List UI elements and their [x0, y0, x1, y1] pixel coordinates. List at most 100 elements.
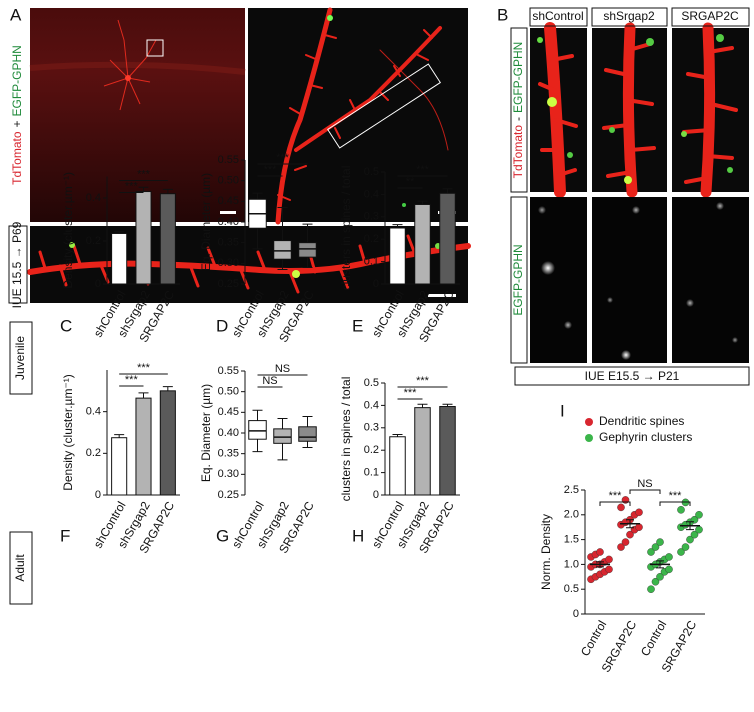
row-stain-label: EGFP-GPHN [511, 244, 525, 315]
error-bar [442, 403, 453, 407]
dot [651, 543, 660, 551]
whisker [302, 257, 313, 268]
y-tick-label: 0.55 [218, 154, 239, 166]
error-bar [162, 188, 173, 194]
y-tick-label: 0.35 [218, 237, 239, 249]
neuron [103, 19, 157, 111]
dot [617, 543, 625, 551]
significance-label: *** [416, 375, 430, 387]
whisker [252, 439, 263, 453]
dot [681, 543, 690, 551]
y-tick-label: 1.0 [564, 558, 579, 570]
bar [111, 232, 128, 285]
label-frames [8, 7, 750, 605]
y-tick-label: 0.5 [364, 377, 379, 389]
stain-red: TdTomato [511, 125, 525, 179]
dot [665, 553, 673, 561]
legend-marker [585, 434, 593, 442]
significance-label: ** [406, 176, 415, 188]
panel-label: H [352, 526, 364, 545]
panel-label: G [216, 526, 229, 545]
y-axis-label: Eq. Diameter (µm) [199, 173, 213, 271]
y-tick-label: 0.35 [218, 448, 239, 460]
whisker [277, 418, 288, 429]
x-tick-label: Control [578, 618, 609, 659]
y-tick-label: 0.30 [218, 257, 239, 269]
y-axis-label: Eq. Diameter (µm) [199, 384, 213, 482]
dot [677, 506, 685, 514]
stain-green: EGFP-GPHN [511, 42, 525, 113]
y-tick-label: 0.25 [218, 278, 239, 290]
stain-red: TdTomato [10, 131, 24, 185]
error-bar [417, 403, 428, 408]
significance-label: NS [275, 363, 290, 375]
panel-label: B [497, 5, 508, 24]
y-axis-label: Density (cluster.µm⁻¹) [61, 374, 75, 491]
column-label: SRGAP2C [681, 9, 739, 23]
dot [626, 530, 634, 539]
panel-label: D [216, 316, 228, 335]
error-bar [392, 224, 403, 228]
bar [389, 227, 406, 285]
timeline-label: IUE E15.5 → P21 [585, 369, 680, 383]
dot [695, 525, 703, 534]
dot [690, 530, 699, 539]
error-bar [596, 561, 604, 568]
y-tick-label: 2.5 [564, 484, 579, 496]
stain-join: + [10, 120, 24, 127]
y-tick-label: 0.1 [364, 256, 379, 268]
bar [159, 193, 176, 285]
significance-label: *** [125, 374, 139, 386]
y-tick-label: 0 [373, 489, 379, 501]
row-stain-label: TdTomato - EGFP-GPHN [511, 42, 525, 179]
significance-label: NS [262, 375, 277, 387]
image-overview [30, 8, 245, 222]
legend-label: Dendritic spines [599, 414, 684, 428]
y-axis-label: Density (cluster.µm⁻¹) [61, 172, 75, 289]
bar [439, 192, 456, 285]
significance-label: *** [137, 362, 151, 374]
significance-label: *** [276, 152, 290, 164]
bar [414, 407, 431, 496]
legend-marker [585, 418, 593, 426]
bar [111, 437, 128, 496]
y-tick-label: 0.40 [218, 427, 239, 439]
whisker [302, 223, 313, 243]
bar [159, 390, 176, 496]
significance-bracket [659, 501, 691, 506]
dot [635, 523, 643, 532]
error-bar [114, 231, 125, 234]
panel-label: C [60, 316, 72, 335]
y-tick-label: 0.50 [218, 386, 239, 398]
panel-b-images [530, 22, 749, 363]
dot [656, 573, 664, 581]
error-bar [626, 519, 634, 529]
whisker [277, 207, 288, 241]
column-label: shSrgap2 [603, 9, 655, 23]
box [298, 426, 317, 442]
panel-a-images [27, 7, 471, 303]
significance-bracket [599, 501, 631, 506]
y-tick-label: 0.2 [364, 233, 379, 245]
y-tick-label: 0.4 [364, 399, 379, 411]
significance-label: NS [637, 478, 652, 490]
significance-label: *** [669, 490, 683, 502]
y-axis-label: clusters in spines / total [339, 377, 353, 502]
box [273, 240, 292, 260]
y-tick-label: 0 [573, 608, 579, 620]
dot [647, 585, 655, 594]
dot [665, 565, 673, 574]
whisker [252, 228, 263, 250]
y-tick-label: 0.4 [86, 192, 101, 204]
y-tick-label: 0.3 [364, 211, 379, 223]
y-tick-label: 0.5 [564, 583, 579, 595]
significance-label: *** [416, 164, 430, 176]
error-bar [392, 434, 403, 437]
box [248, 420, 267, 440]
stain-label: TdTomato + EGFP-GPHN [10, 45, 24, 185]
whisker [302, 415, 313, 427]
y-tick-label: 1.5 [564, 534, 579, 546]
bar [135, 191, 152, 285]
whisker [252, 409, 263, 421]
whisker [252, 192, 263, 200]
